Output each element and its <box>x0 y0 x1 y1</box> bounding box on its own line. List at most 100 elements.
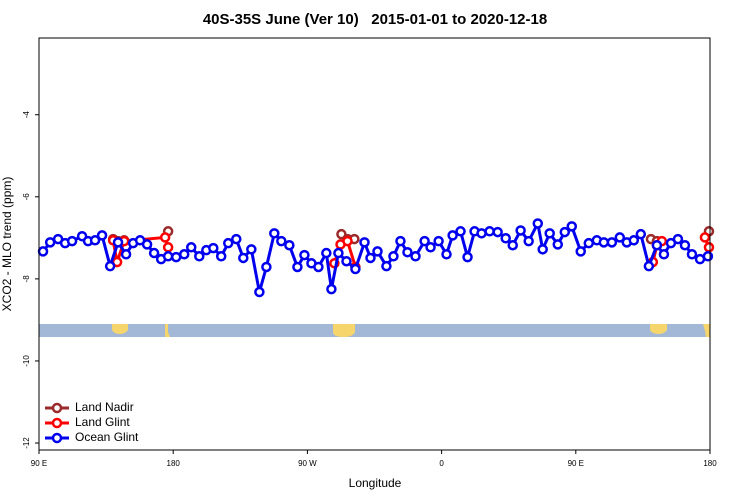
point <box>333 247 344 259</box>
point <box>402 246 413 258</box>
y-tick-label: -8 <box>22 275 31 283</box>
point <box>643 260 655 272</box>
point <box>292 261 303 273</box>
point <box>381 260 392 272</box>
point <box>606 237 618 248</box>
point <box>537 244 548 255</box>
point <box>276 235 287 247</box>
point <box>159 232 171 243</box>
point <box>523 235 534 247</box>
plot-frame <box>38 37 711 451</box>
legend-label: Land Glint <box>75 415 130 429</box>
point <box>702 251 714 262</box>
y-tick-label: -4 <box>22 111 31 119</box>
point <box>388 251 399 262</box>
point <box>419 235 430 247</box>
x-tick-label: 90 E <box>568 459 584 468</box>
point <box>185 242 197 253</box>
chart-title: 40S-35S June (Ver 10) 2015-01-01 to 2020… <box>203 11 547 28</box>
x-tick-label: 180 <box>167 459 181 468</box>
point <box>410 251 421 262</box>
point <box>215 251 227 262</box>
point <box>575 246 586 257</box>
point <box>104 260 116 272</box>
legend-marker <box>51 432 63 444</box>
point <box>313 261 324 273</box>
map-strip <box>39 324 710 337</box>
point <box>89 235 101 246</box>
y-tick-label: -12 <box>22 437 31 449</box>
point <box>425 242 436 253</box>
point <box>162 251 174 262</box>
point <box>583 237 595 249</box>
legend-label: Ocean Glint <box>75 430 139 444</box>
point <box>284 239 295 251</box>
point <box>492 226 503 238</box>
point <box>441 249 452 260</box>
point <box>433 235 444 247</box>
y-tick-label: -6 <box>22 193 31 201</box>
point <box>342 235 353 247</box>
point <box>208 242 219 254</box>
point <box>372 246 383 257</box>
x-tick-label: 90 E <box>31 459 47 468</box>
point <box>532 218 544 229</box>
point <box>484 226 495 237</box>
point <box>552 239 564 250</box>
point <box>299 249 310 261</box>
x-tick-label: 0 <box>439 459 444 468</box>
point <box>254 286 265 298</box>
point <box>679 239 691 251</box>
x-axis-label: Longitude <box>349 476 402 490</box>
point <box>269 228 280 239</box>
legend-marker <box>51 417 63 429</box>
point <box>341 255 352 267</box>
point <box>544 228 555 239</box>
point <box>699 232 711 243</box>
point <box>462 251 473 263</box>
point <box>628 235 640 246</box>
point <box>37 246 49 257</box>
point <box>350 263 361 275</box>
point <box>515 225 526 236</box>
point <box>476 228 487 239</box>
point <box>231 233 242 245</box>
point <box>222 237 234 249</box>
point <box>703 242 715 253</box>
point <box>566 221 578 232</box>
point <box>635 228 647 240</box>
point <box>178 249 190 260</box>
point <box>598 237 610 248</box>
legend-marker <box>51 402 63 414</box>
point <box>455 226 466 237</box>
point <box>672 233 684 245</box>
point <box>507 239 518 251</box>
point <box>395 235 406 247</box>
point <box>120 249 132 260</box>
point <box>658 249 670 260</box>
point <box>500 233 511 244</box>
point <box>326 283 337 295</box>
x-tick-label: 90 W <box>298 459 317 468</box>
y-tick-label: -10 <box>22 355 31 367</box>
point <box>246 244 257 255</box>
point <box>162 242 174 253</box>
point <box>447 230 458 241</box>
point <box>141 239 153 250</box>
y-axis-label: XCO2 - MLO trend (ppm) <box>0 177 14 312</box>
point <box>261 261 272 273</box>
point <box>321 247 332 259</box>
point <box>365 252 376 264</box>
point <box>651 239 663 251</box>
point <box>194 251 205 262</box>
point <box>96 230 108 241</box>
point <box>614 232 626 243</box>
plot-area <box>37 218 715 298</box>
point <box>686 249 698 260</box>
point <box>148 247 160 259</box>
point <box>170 251 182 263</box>
legend-label: Land Nadir <box>75 400 134 414</box>
point <box>66 235 78 247</box>
point <box>112 237 124 248</box>
